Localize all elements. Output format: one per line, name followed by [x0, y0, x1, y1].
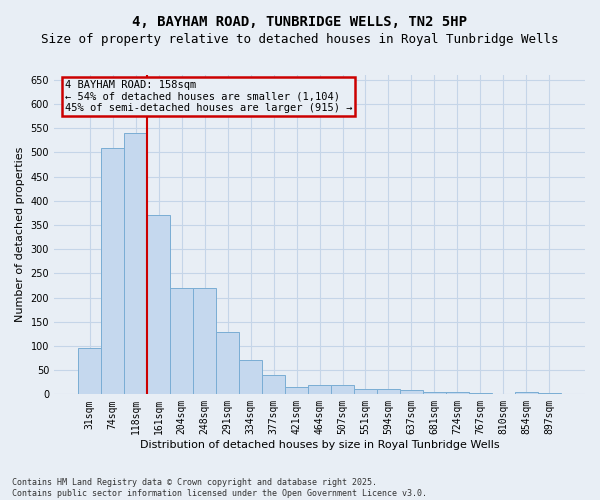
Text: 4 BAYHAM ROAD: 158sqm
← 54% of detached houses are smaller (1,104)
45% of semi-d: 4 BAYHAM ROAD: 158sqm ← 54% of detached … [65, 80, 352, 113]
Bar [170, 288, 193, 395]
Bar [262, 375, 285, 394]
Bar [331, 384, 354, 394]
Text: Contains HM Land Registry data © Crown copyright and database right 2025.
Contai: Contains HM Land Registry data © Crown c… [12, 478, 427, 498]
Bar [423, 392, 446, 394]
Bar [515, 392, 538, 394]
Bar [377, 390, 400, 394]
Bar [308, 384, 331, 394]
Bar [216, 332, 239, 394]
Bar [78, 348, 101, 395]
Bar [193, 288, 216, 395]
Bar [538, 393, 561, 394]
Bar [446, 392, 469, 394]
X-axis label: Distribution of detached houses by size in Royal Tunbridge Wells: Distribution of detached houses by size … [140, 440, 499, 450]
Bar [400, 390, 423, 394]
Bar [354, 390, 377, 394]
Text: 4, BAYHAM ROAD, TUNBRIDGE WELLS, TN2 5HP: 4, BAYHAM ROAD, TUNBRIDGE WELLS, TN2 5HP [133, 15, 467, 29]
Y-axis label: Number of detached properties: Number of detached properties [15, 147, 25, 322]
Text: Size of property relative to detached houses in Royal Tunbridge Wells: Size of property relative to detached ho… [41, 32, 559, 46]
Bar [124, 133, 147, 394]
Bar [285, 387, 308, 394]
Bar [147, 216, 170, 394]
Bar [239, 360, 262, 394]
Bar [101, 148, 124, 394]
